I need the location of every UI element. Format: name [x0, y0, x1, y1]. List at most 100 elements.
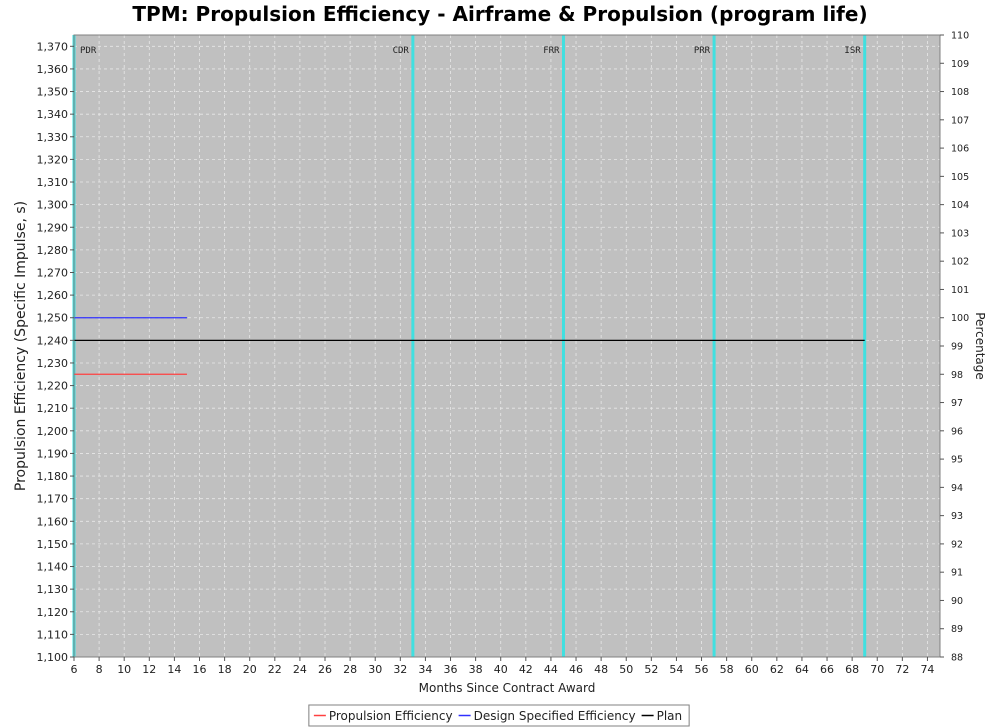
y-axis-label: Propulsion Efficiency (Specific Impulse,…	[13, 201, 29, 491]
y2-tick-label: 92	[951, 539, 963, 550]
x-tick-label: 48	[594, 663, 608, 676]
y-tick-label: 1,160	[37, 515, 69, 528]
x-tick-label: 36	[444, 663, 458, 676]
y-tick-label: 1,310	[37, 176, 69, 189]
y-tick-label: 1,260	[37, 289, 69, 302]
legend-label: Plan	[657, 709, 683, 723]
y2-tick-label: 105	[951, 172, 969, 183]
x-tick-label: 52	[644, 663, 658, 676]
x-tick-label: 8	[96, 663, 103, 676]
y-tick-label: 1,140	[37, 561, 69, 574]
x-tick-label: 54	[669, 663, 683, 676]
y2-tick-label: 100	[951, 313, 969, 324]
y2-tick-label: 101	[951, 285, 969, 296]
y2-tick-label: 109	[951, 59, 969, 70]
y2-tick-label: 93	[951, 511, 963, 522]
y-tick-label: 1,270	[37, 266, 69, 279]
y2-tick-label: 91	[951, 568, 963, 579]
y2-axis-label: Percentage	[973, 312, 987, 380]
y-tick-label: 1,180	[37, 470, 69, 483]
y2-tick-label: 102	[951, 257, 969, 268]
x-tick-label: 20	[243, 663, 257, 676]
x-tick-label: 42	[519, 663, 533, 676]
milestone-label: PRR	[694, 46, 711, 56]
y-tick-label: 1,170	[37, 493, 69, 506]
y-tick-label: 1,330	[37, 131, 69, 144]
x-tick-label: 74	[920, 663, 934, 676]
x-tick-label: 26	[318, 663, 332, 676]
y-tick-label: 1,300	[37, 199, 69, 212]
y-tick-label: 1,190	[37, 447, 69, 460]
x-tick-label: 58	[720, 663, 734, 676]
x-tick-label: 10	[117, 663, 131, 676]
y2-tick-label: 95	[951, 455, 963, 466]
y2-tick-label: 99	[951, 342, 963, 353]
y-tick-label: 1,250	[37, 312, 69, 325]
x-tick-label: 34	[418, 663, 432, 676]
x-tick-label: 44	[544, 663, 558, 676]
plot-area	[74, 35, 940, 657]
y2-tick-label: 96	[951, 426, 963, 437]
y2-tick-label: 107	[951, 115, 969, 126]
x-tick-label: 64	[795, 663, 809, 676]
x-tick-label: 32	[393, 663, 407, 676]
y-tick-label: 1,340	[37, 108, 69, 121]
legend-label: Design Specified Efficiency	[474, 709, 636, 723]
y-tick-label: 1,200	[37, 425, 69, 438]
x-tick-label: 70	[870, 663, 884, 676]
y2-tick-label: 110	[951, 31, 969, 42]
y-tick-label: 1,350	[37, 86, 69, 99]
x-tick-label: 18	[218, 663, 232, 676]
y-tick-label: 1,280	[37, 244, 69, 257]
x-tick-label: 68	[845, 663, 859, 676]
x-tick-label: 46	[569, 663, 583, 676]
y2-tick-label: 94	[951, 483, 963, 494]
y2-tick-label: 106	[951, 144, 969, 155]
legend: Propulsion Efficiency Design Specified Ef…	[308, 704, 690, 727]
y-tick-label: 1,150	[37, 538, 69, 551]
x-tick-label: 6	[71, 663, 78, 676]
y-tick-label: 1,290	[37, 221, 69, 234]
y2-tick-label: 97	[951, 398, 963, 409]
y-tick-label: 1,320	[37, 153, 69, 166]
y-tick-label: 1,240	[37, 334, 69, 347]
axes: 6 8 10 12 14 16 18 20 22 24 26 28 30 32 34 36 38 40 42 44 46…	[37, 31, 970, 677]
y-tick-label: 1,360	[37, 63, 69, 76]
x-tick-label: 56	[695, 663, 709, 676]
y-tick-label: 1,120	[37, 606, 69, 619]
x-axis-label: Months Since Contract Award	[419, 681, 596, 695]
y-tick-label: 1,230	[37, 357, 69, 370]
y-tick-label: 1,370	[37, 40, 69, 53]
x-tick-label: 12	[142, 663, 156, 676]
milestone-label: ISR	[844, 46, 861, 56]
y2-tick-label: 88	[951, 653, 963, 664]
x-tick-label: 30	[368, 663, 382, 676]
y-tick-label: 1,100	[37, 651, 69, 664]
x-tick-label: 38	[469, 663, 483, 676]
y2-tick-label: 108	[951, 87, 969, 98]
x-tick-label: 28	[343, 663, 357, 676]
x-tick-label: 16	[193, 663, 207, 676]
x-tick-label: 60	[745, 663, 759, 676]
y-tick-label: 1,110	[37, 628, 69, 641]
y2-tick-label: 104	[951, 200, 969, 211]
x-tick-label: 72	[895, 663, 909, 676]
legend-box	[308, 704, 690, 727]
legend-label: Propulsion Efficiency	[329, 709, 453, 723]
milestone-label: FRR	[543, 46, 560, 56]
x-tick-label: 14	[167, 663, 181, 676]
y2-tick-label: 89	[951, 624, 963, 635]
x-tick-label: 24	[293, 663, 307, 676]
y-tick-label: 1,220	[37, 380, 69, 393]
y2-tick-label: 90	[951, 596, 963, 607]
x-tick-label: 66	[820, 663, 834, 676]
chart-title: TPM: Propulsion Efficiency - Airframe & …	[132, 2, 867, 26]
y2-tick-label: 103	[951, 228, 969, 239]
series	[74, 317, 865, 375]
y2-tick-label: 98	[951, 370, 963, 381]
x-tick-label: 50	[619, 663, 633, 676]
x-tick-label: 40	[494, 663, 508, 676]
y-tick-label: 1,210	[37, 402, 69, 415]
x-tick-label: 22	[268, 663, 282, 676]
